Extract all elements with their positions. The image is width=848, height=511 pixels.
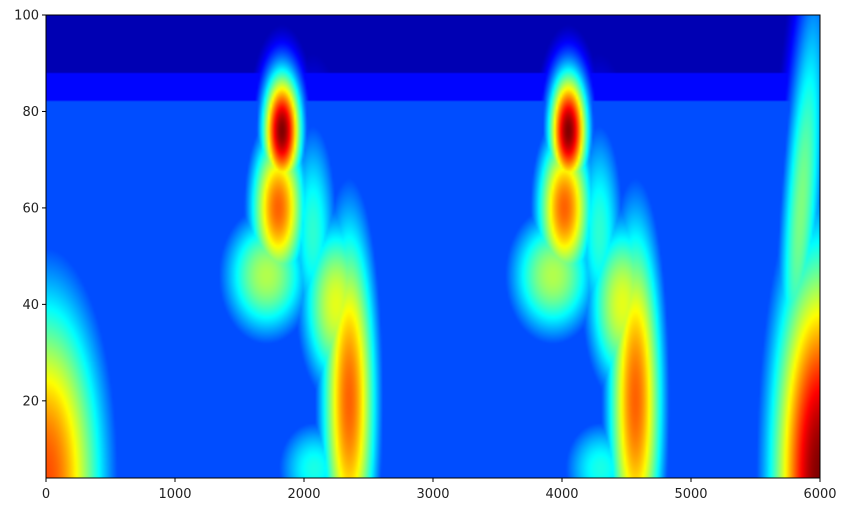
plot-area [45,14,821,479]
x-tick-label: 6000 [803,487,836,502]
y-tick-label: 100 [14,9,39,24]
y-tick-label: 40 [22,298,39,313]
x-axis: 0 1000 2000 3000 4000 5000 6000 [42,478,837,502]
x-tick-label: 5000 [674,487,707,502]
y-tick-label: 60 [22,201,39,216]
y-tick-label: 80 [22,105,39,120]
x-tick-label: 3000 [416,487,449,502]
heatmap-image [46,15,820,478]
y-axis: 20 40 60 80 100 [14,9,46,409]
x-tick-label: 2000 [287,487,320,502]
x-tick-label: 0 [42,487,50,502]
y-tick-label: 20 [22,394,39,409]
x-tick-label: 1000 [158,487,191,502]
x-tick-label: 4000 [545,487,578,502]
